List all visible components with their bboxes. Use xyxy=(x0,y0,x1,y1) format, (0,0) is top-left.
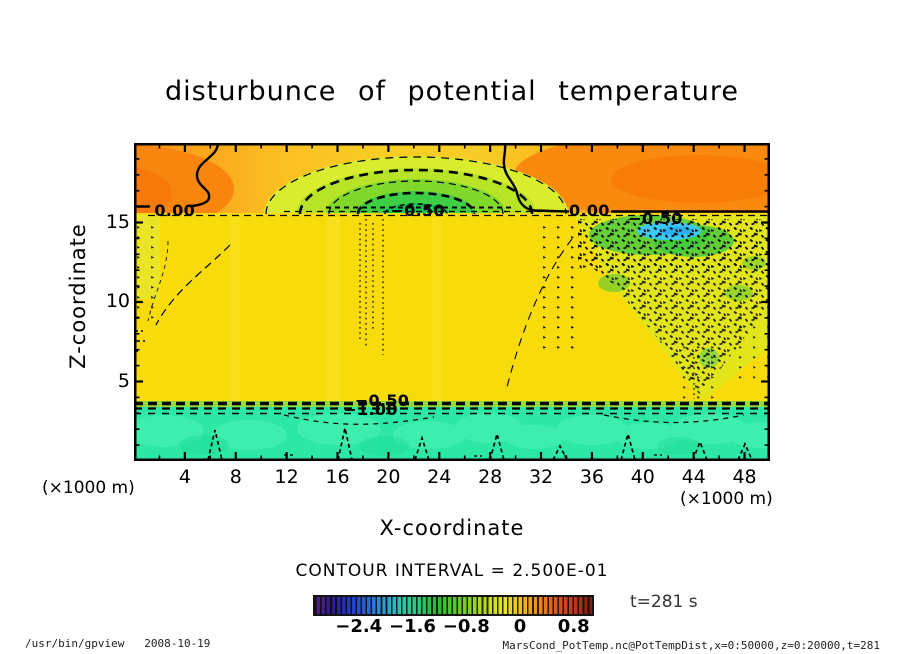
contour-label: 0.00 xyxy=(569,201,610,221)
x-tick-label: 24 xyxy=(427,466,452,488)
contour-label: −0.50 xyxy=(354,390,410,410)
x-tick-label: 4 xyxy=(178,466,191,488)
plot-area xyxy=(124,141,789,461)
y-tick-label: 5 xyxy=(117,369,130,392)
x-tick-label: 16 xyxy=(325,466,350,488)
plot-border xyxy=(134,143,770,461)
contour-label: −0.50 xyxy=(628,209,683,229)
x-tick-label: 32 xyxy=(528,466,554,488)
colorbar-tick-label: −0.8 xyxy=(442,616,490,637)
x-axis-title: X-coordinate xyxy=(379,516,525,540)
colorbar-stripes xyxy=(315,597,592,614)
x-tick-label: 36 xyxy=(579,466,604,488)
x-tick-label: 44 xyxy=(681,466,706,488)
x-tick-label: 8 xyxy=(229,466,242,488)
contour-label: −0.50 xyxy=(390,201,445,221)
colorbar-tick-label: −2.4 xyxy=(335,616,383,637)
contour-interval-text: CONTOUR INTERVAL = 2.500E-01 xyxy=(295,561,609,581)
x-tick-label: 48 xyxy=(732,466,757,488)
x-tick-label: 20 xyxy=(376,466,401,488)
y-axis-title: Z-coordinate xyxy=(66,223,90,369)
colorbar-tick-label: 0.8 xyxy=(557,616,590,637)
y-tick-label: 10 xyxy=(105,290,130,312)
contour-plot-canvas xyxy=(124,141,789,461)
contour-label: −1.00 xyxy=(343,400,398,420)
colorbar xyxy=(313,595,594,616)
colorbar-tick-label: −1.6 xyxy=(388,616,436,637)
x-tick-label: 28 xyxy=(478,466,503,488)
x-tick-label: 12 xyxy=(274,466,299,488)
contour-label: 0.00 xyxy=(154,201,196,221)
time-annotation: t=281 s xyxy=(630,592,698,612)
x-axis-unit: (×1000 m) xyxy=(680,489,773,509)
y-tick-label: 15 xyxy=(105,210,130,233)
colorbar-tick-label: 0 xyxy=(513,616,527,637)
z-axis-unit: (×1000 m) xyxy=(42,478,135,498)
footer-command: /usr/bin/gpview 2008-10-19 xyxy=(25,637,211,650)
footer-dataset: MarsCond_PotTemp.nc@PotTempDist,x=0:5000… xyxy=(502,639,881,652)
x-tick-label: 40 xyxy=(630,466,655,488)
plot-title: disturbunce of potential temperature xyxy=(165,76,739,107)
